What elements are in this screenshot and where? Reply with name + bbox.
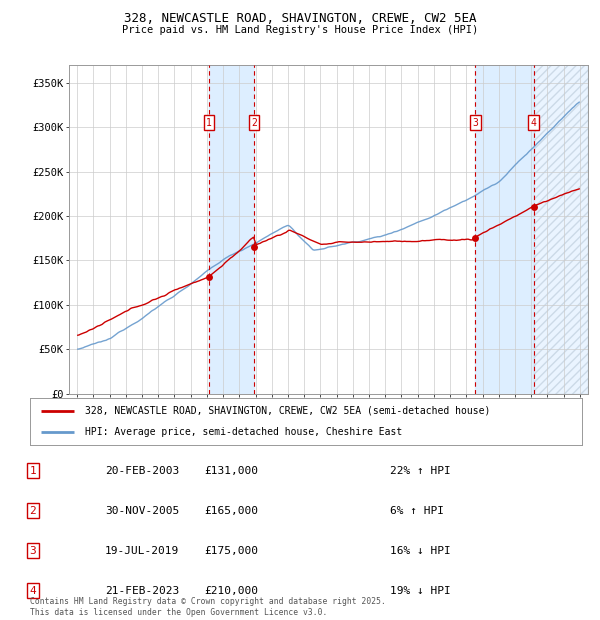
Text: 328, NEWCASTLE ROAD, SHAVINGTON, CREWE, CW2 5EA (semi-detached house): 328, NEWCASTLE ROAD, SHAVINGTON, CREWE, … [85,405,491,415]
Text: Price paid vs. HM Land Registry's House Price Index (HPI): Price paid vs. HM Land Registry's House … [122,25,478,35]
Text: 1: 1 [29,466,37,476]
Text: 20-FEB-2003: 20-FEB-2003 [105,466,179,476]
Text: 16% ↓ HPI: 16% ↓ HPI [390,546,451,556]
Text: 3: 3 [472,118,478,128]
Text: 22% ↑ HPI: 22% ↑ HPI [390,466,451,476]
Text: 19% ↓ HPI: 19% ↓ HPI [390,586,451,596]
Text: 1: 1 [206,118,212,128]
Bar [209,65,254,394]
Text: 2: 2 [29,506,37,516]
Text: 19-JUL-2019: 19-JUL-2019 [105,546,179,556]
Text: £210,000: £210,000 [204,586,258,596]
Text: 6% ↑ HPI: 6% ↑ HPI [390,506,444,516]
Bar [533,65,588,394]
Text: 3: 3 [29,546,37,556]
Text: 30-NOV-2005: 30-NOV-2005 [105,506,179,516]
Text: £175,000: £175,000 [204,546,258,556]
Text: 4: 4 [530,118,536,128]
Bar [475,65,533,394]
Text: Contains HM Land Registry data © Crown copyright and database right 2025.
This d: Contains HM Land Registry data © Crown c… [30,598,386,617]
Text: 21-FEB-2023: 21-FEB-2023 [105,586,179,596]
Text: 4: 4 [29,586,37,596]
Text: HPI: Average price, semi-detached house, Cheshire East: HPI: Average price, semi-detached house,… [85,427,403,437]
Text: £165,000: £165,000 [204,506,258,516]
Text: £131,000: £131,000 [204,466,258,476]
Text: 2: 2 [251,118,257,128]
Text: 328, NEWCASTLE ROAD, SHAVINGTON, CREWE, CW2 5EA: 328, NEWCASTLE ROAD, SHAVINGTON, CREWE, … [124,12,476,25]
